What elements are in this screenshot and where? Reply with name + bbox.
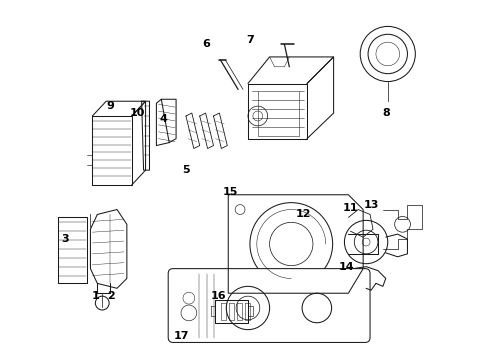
Text: 1: 1: [92, 291, 99, 301]
Text: 14: 14: [339, 262, 354, 272]
Text: 12: 12: [295, 210, 311, 220]
Text: 10: 10: [130, 108, 146, 118]
Text: 6: 6: [203, 39, 211, 49]
Text: 9: 9: [106, 101, 114, 111]
FancyBboxPatch shape: [168, 269, 370, 342]
Text: 2: 2: [107, 291, 115, 301]
Text: 7: 7: [246, 35, 254, 45]
Text: 11: 11: [343, 203, 358, 212]
Text: 5: 5: [182, 165, 190, 175]
Text: 8: 8: [382, 108, 390, 118]
Text: 15: 15: [222, 187, 238, 197]
Text: 4: 4: [159, 114, 167, 124]
Text: 17: 17: [173, 330, 189, 341]
Text: 16: 16: [211, 291, 226, 301]
Text: 3: 3: [61, 234, 69, 244]
Text: 13: 13: [364, 199, 379, 210]
